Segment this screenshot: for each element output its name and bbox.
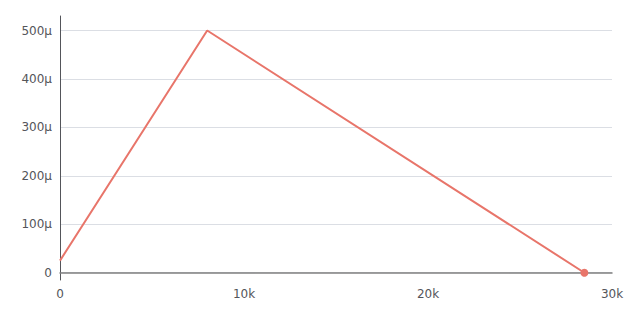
svg-text:10k: 10k	[233, 287, 255, 301]
svg-text:0: 0	[44, 266, 52, 280]
svg-text:100μ: 100μ	[21, 217, 52, 231]
svg-text:20k: 20k	[417, 287, 439, 301]
svg-text:400μ: 400μ	[21, 72, 52, 86]
svg-text:0: 0	[56, 287, 64, 301]
svg-text:30k: 30k	[601, 287, 623, 301]
svg-text:500μ: 500μ	[21, 24, 52, 38]
svg-text:200μ: 200μ	[21, 169, 52, 183]
svg-text:300μ: 300μ	[21, 120, 52, 134]
